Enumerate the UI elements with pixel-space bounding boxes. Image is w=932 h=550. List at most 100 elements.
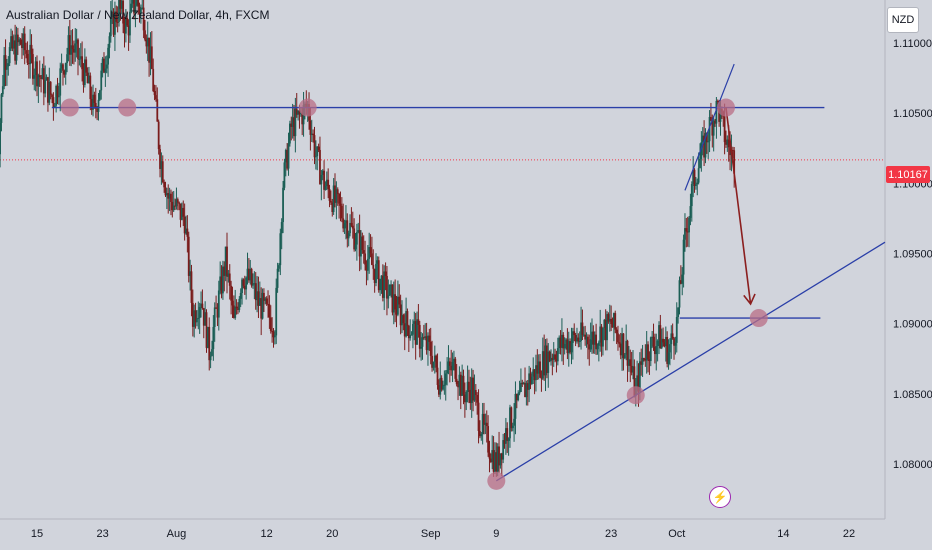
lightning-icon[interactable]: ⚡ (709, 486, 731, 508)
candle-body (694, 184, 697, 187)
candle-body (522, 382, 525, 385)
candle-body (366, 258, 369, 271)
candle-body (536, 365, 539, 374)
candle-body (697, 168, 700, 183)
candle-body (448, 361, 451, 366)
candle-body (82, 69, 85, 85)
candle-body (92, 94, 94, 110)
candle-body (27, 62, 30, 65)
candle-body (276, 268, 279, 288)
candle-body (135, 0, 138, 6)
candle-body (617, 333, 619, 343)
candle-body (436, 367, 439, 385)
candle-body (355, 232, 358, 245)
candle-body (585, 336, 588, 340)
candle-body (386, 275, 388, 299)
candle-body (144, 30, 146, 40)
candle-body (648, 359, 651, 362)
candle-body (678, 280, 681, 308)
candle-body (684, 228, 686, 240)
candle-body (645, 344, 648, 361)
candle-body (34, 61, 37, 76)
candle-body (77, 39, 79, 59)
candle-body (52, 97, 55, 108)
candle-body (655, 346, 658, 355)
candle-body (483, 413, 485, 425)
currency-button[interactable]: NZD (887, 7, 919, 33)
candle-body (556, 348, 559, 362)
candle-body (0, 122, 1, 155)
uptrend-line (495, 241, 886, 482)
candle-body (36, 61, 38, 87)
candle-body (239, 293, 242, 299)
candle-body (476, 394, 479, 403)
candle-body (193, 310, 196, 327)
candle-body (171, 201, 174, 211)
candle-body (247, 268, 250, 281)
candle-body (455, 378, 458, 385)
candle-body (189, 271, 192, 276)
candle-body (677, 307, 680, 318)
candle-body (142, 7, 145, 31)
candle-body (587, 336, 589, 345)
candle-body (345, 220, 347, 224)
candle-body (563, 343, 566, 349)
x-tick-label: 15 (31, 528, 43, 540)
candle-body (163, 181, 166, 188)
touch-point-marker (716, 98, 735, 117)
candle-body (566, 339, 569, 354)
candle-body (71, 45, 74, 49)
candle-body (537, 361, 540, 374)
candle-body (83, 59, 86, 85)
candle-body (453, 358, 455, 362)
candle-body (0, 94, 3, 123)
candle-body (555, 359, 558, 362)
candle-body (545, 345, 548, 373)
candle-body (630, 365, 633, 373)
candle-body (514, 393, 517, 419)
candle-body (282, 187, 284, 223)
candle-body (222, 266, 224, 294)
candle-body (714, 120, 716, 124)
x-tick-label: 22 (843, 528, 855, 540)
candle-body (161, 161, 164, 182)
candle-body (7, 63, 10, 67)
candle-body (472, 377, 474, 401)
candle-body (494, 452, 496, 472)
candle-body (394, 294, 397, 310)
candle-body (317, 146, 320, 150)
candle-body (48, 81, 51, 103)
candle-body (470, 377, 473, 403)
candle-body (339, 203, 342, 206)
candle-body (365, 264, 368, 271)
candle-body (377, 260, 380, 291)
candle-body (60, 64, 63, 69)
candle-body (468, 381, 470, 390)
candle-body (660, 338, 663, 349)
candle-body (595, 334, 598, 350)
candle-body (658, 325, 660, 341)
candle-body (571, 331, 574, 344)
candle-body (213, 307, 216, 327)
candle-body (373, 268, 376, 284)
candle-body (33, 75, 36, 79)
candle-body (517, 393, 520, 401)
candle-body (715, 100, 718, 124)
candle-body (364, 253, 366, 265)
candle-body (499, 453, 502, 466)
candle-body (353, 228, 356, 250)
candle-body (230, 285, 233, 301)
candle-body (562, 334, 565, 349)
candle-body (205, 312, 208, 348)
candle-body (589, 339, 592, 350)
candle-body (334, 185, 336, 203)
candle-body (287, 143, 290, 169)
candle-body (148, 37, 150, 63)
candle-body (388, 284, 391, 296)
candle-body (272, 331, 275, 338)
candle-body (185, 228, 187, 234)
current-price-label: 1.10167 (886, 166, 930, 183)
candle-body (570, 343, 573, 353)
candle-body (257, 291, 260, 306)
